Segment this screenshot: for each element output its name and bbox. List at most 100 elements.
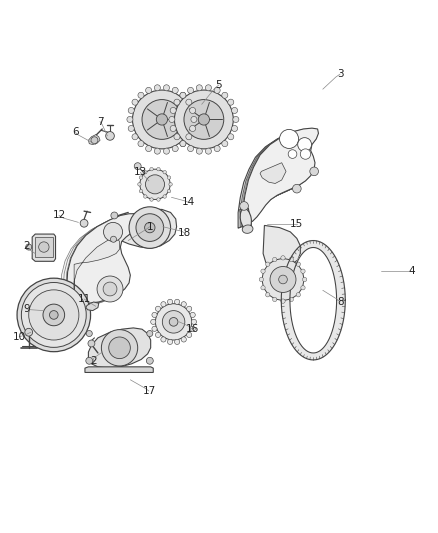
Circle shape xyxy=(88,340,95,347)
Circle shape xyxy=(198,114,209,125)
Circle shape xyxy=(187,332,192,337)
Circle shape xyxy=(296,293,300,297)
Circle shape xyxy=(163,148,170,154)
Text: 15: 15 xyxy=(290,219,304,229)
Circle shape xyxy=(127,116,133,123)
Circle shape xyxy=(259,277,264,281)
Circle shape xyxy=(136,214,164,241)
Circle shape xyxy=(233,116,239,123)
Circle shape xyxy=(262,259,304,300)
Circle shape xyxy=(272,257,277,262)
Circle shape xyxy=(43,304,65,326)
Circle shape xyxy=(132,134,138,140)
Polygon shape xyxy=(110,209,177,248)
Polygon shape xyxy=(240,208,252,230)
Circle shape xyxy=(163,195,166,198)
Circle shape xyxy=(222,141,228,147)
Polygon shape xyxy=(240,130,316,227)
Circle shape xyxy=(80,220,88,227)
Circle shape xyxy=(17,278,91,352)
Circle shape xyxy=(167,340,173,344)
Circle shape xyxy=(270,266,296,293)
Polygon shape xyxy=(88,135,100,144)
Circle shape xyxy=(146,357,153,364)
Text: 17: 17 xyxy=(142,386,155,396)
Circle shape xyxy=(132,99,138,105)
Circle shape xyxy=(174,299,180,304)
Text: 3: 3 xyxy=(337,69,343,79)
Circle shape xyxy=(187,306,192,311)
Text: 2: 2 xyxy=(90,356,97,366)
Circle shape xyxy=(21,282,86,348)
Polygon shape xyxy=(32,234,56,261)
Circle shape xyxy=(172,146,178,151)
Polygon shape xyxy=(88,328,151,368)
Circle shape xyxy=(145,222,155,233)
Circle shape xyxy=(232,108,237,114)
Circle shape xyxy=(240,201,248,211)
Circle shape xyxy=(186,99,192,105)
Circle shape xyxy=(161,337,166,342)
Circle shape xyxy=(214,146,220,151)
Polygon shape xyxy=(74,237,120,293)
Circle shape xyxy=(187,87,194,93)
Circle shape xyxy=(128,108,134,114)
Circle shape xyxy=(232,125,237,132)
Circle shape xyxy=(222,92,228,98)
Circle shape xyxy=(174,99,180,105)
Circle shape xyxy=(111,212,118,219)
Circle shape xyxy=(97,276,123,302)
Circle shape xyxy=(265,262,270,266)
Circle shape xyxy=(129,207,170,248)
Polygon shape xyxy=(243,128,318,226)
Circle shape xyxy=(190,125,196,132)
Circle shape xyxy=(147,330,153,336)
Text: 9: 9 xyxy=(23,304,30,314)
Circle shape xyxy=(109,337,131,359)
Circle shape xyxy=(281,299,285,303)
Circle shape xyxy=(128,125,134,132)
Circle shape xyxy=(205,85,212,91)
Circle shape xyxy=(157,198,160,201)
Circle shape xyxy=(289,297,293,302)
Circle shape xyxy=(138,141,144,147)
Circle shape xyxy=(91,137,98,144)
Circle shape xyxy=(49,311,58,319)
Circle shape xyxy=(186,134,192,140)
Text: 1: 1 xyxy=(146,222,153,232)
Circle shape xyxy=(155,304,192,340)
Circle shape xyxy=(296,262,300,266)
Circle shape xyxy=(140,169,170,199)
Circle shape xyxy=(26,244,32,250)
Circle shape xyxy=(167,299,173,304)
Circle shape xyxy=(214,87,220,93)
Circle shape xyxy=(144,195,147,198)
Text: 6: 6 xyxy=(72,127,79,138)
Text: 12: 12 xyxy=(53,211,66,221)
Circle shape xyxy=(154,148,160,154)
Circle shape xyxy=(300,149,311,159)
Circle shape xyxy=(145,175,165,194)
Text: 13: 13 xyxy=(134,167,147,177)
Circle shape xyxy=(156,114,168,125)
Circle shape xyxy=(154,85,160,91)
Circle shape xyxy=(152,312,157,318)
Circle shape xyxy=(272,297,277,302)
Circle shape xyxy=(139,176,143,179)
Circle shape xyxy=(106,132,114,140)
Circle shape xyxy=(228,134,234,140)
Circle shape xyxy=(298,138,311,151)
Circle shape xyxy=(310,167,318,176)
Circle shape xyxy=(228,99,234,105)
Text: 8: 8 xyxy=(337,297,343,307)
Polygon shape xyxy=(35,237,53,257)
Polygon shape xyxy=(86,302,99,311)
Circle shape xyxy=(190,326,195,332)
Circle shape xyxy=(29,290,79,340)
Text: 10: 10 xyxy=(13,332,26,342)
Polygon shape xyxy=(260,163,286,183)
Circle shape xyxy=(138,92,144,98)
Circle shape xyxy=(170,125,176,132)
Polygon shape xyxy=(60,217,132,306)
Circle shape xyxy=(103,222,123,241)
